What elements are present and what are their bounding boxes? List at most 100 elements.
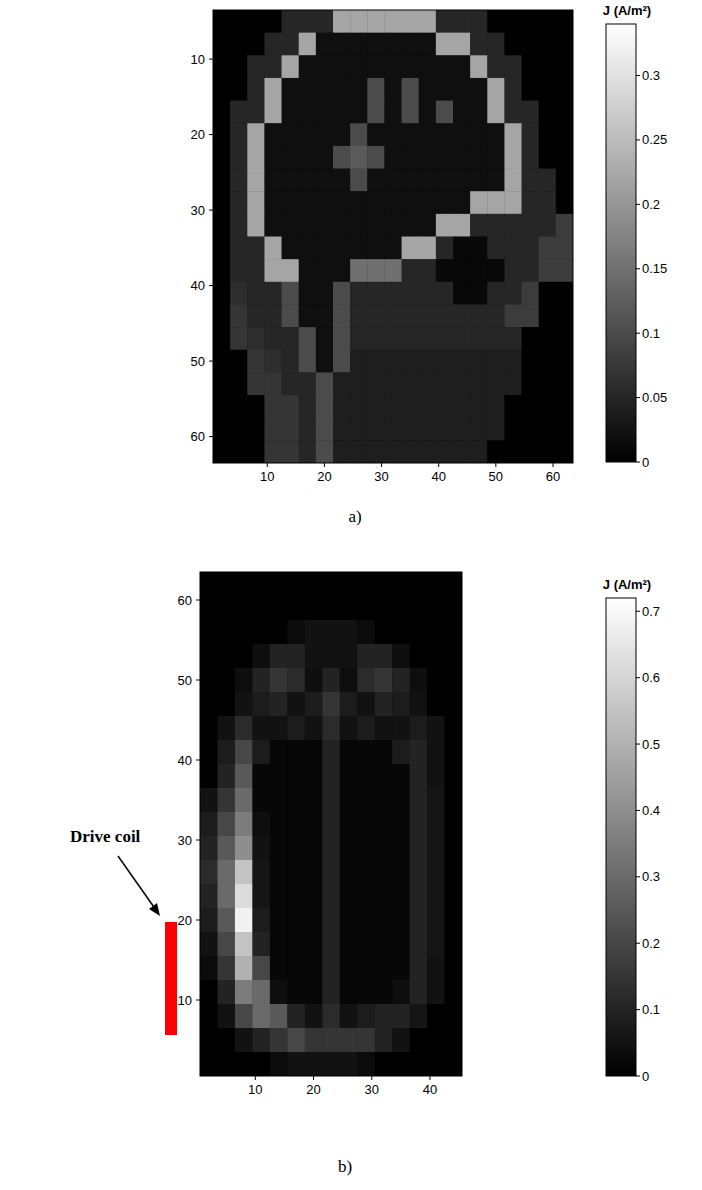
cell	[487, 169, 505, 192]
cell	[235, 596, 253, 620]
cell	[305, 1052, 323, 1076]
cell	[200, 740, 218, 764]
cell	[392, 860, 410, 884]
cell	[247, 146, 265, 169]
cell	[200, 956, 218, 980]
cell	[470, 418, 488, 441]
annotation: Drive coil	[70, 827, 141, 846]
cell	[305, 596, 323, 620]
cell	[410, 1004, 428, 1028]
cell	[200, 812, 218, 836]
cell	[556, 10, 573, 33]
cell	[316, 395, 334, 418]
cell	[556, 304, 573, 327]
cell	[217, 596, 235, 620]
cell	[287, 620, 305, 644]
cell	[487, 395, 505, 418]
cell	[230, 259, 248, 282]
cell	[410, 1052, 428, 1076]
cell	[419, 440, 437, 463]
cell	[384, 55, 402, 78]
cell	[333, 123, 351, 146]
cell	[402, 55, 420, 78]
cell	[299, 350, 317, 373]
cell	[322, 668, 340, 692]
cell	[213, 146, 231, 169]
cell	[367, 78, 385, 101]
cell	[230, 418, 248, 441]
cell	[200, 668, 218, 692]
cell	[264, 440, 282, 463]
cell	[350, 10, 368, 33]
panel: 1020304010203040506000.10.20.30.40.50.60…	[70, 572, 660, 1176]
x-tick-label: 50	[489, 469, 503, 484]
cell	[357, 836, 375, 860]
cell	[445, 692, 462, 716]
cell	[487, 214, 505, 237]
cell	[322, 908, 340, 932]
cell	[427, 740, 445, 764]
cell	[333, 304, 351, 327]
cell	[350, 418, 368, 441]
cell	[200, 788, 218, 812]
cell	[305, 1004, 323, 1028]
cell	[384, 78, 402, 101]
cell	[264, 214, 282, 237]
cell	[445, 1052, 462, 1076]
cell	[235, 1028, 253, 1052]
cell	[333, 55, 351, 78]
cell	[235, 716, 253, 740]
cell	[419, 418, 437, 441]
cell	[436, 327, 454, 350]
cell	[410, 812, 428, 836]
cell	[367, 191, 385, 214]
cell	[402, 101, 420, 124]
cell	[333, 101, 351, 124]
panel-label: b)	[338, 1157, 352, 1176]
colorbar-tick-label: 0.1	[642, 1002, 660, 1017]
cell	[270, 740, 288, 764]
cell	[316, 214, 334, 237]
cell	[539, 372, 557, 395]
cell	[252, 620, 270, 644]
cell	[322, 620, 340, 644]
cell	[235, 764, 253, 788]
cell	[287, 956, 305, 980]
cell	[200, 764, 218, 788]
cell	[375, 812, 393, 836]
cell	[453, 282, 471, 305]
cell	[453, 78, 471, 101]
cell	[213, 395, 231, 418]
cell	[419, 55, 437, 78]
cell	[539, 327, 557, 350]
cell	[235, 980, 253, 1004]
cell	[247, 169, 265, 192]
cell	[410, 764, 428, 788]
figure: 10203040506010203040506000.050.10.150.20…	[0, 0, 702, 1190]
cell	[504, 123, 522, 146]
cell	[522, 372, 540, 395]
cell	[217, 668, 235, 692]
cell	[357, 812, 375, 836]
cell	[333, 372, 351, 395]
cell	[436, 418, 454, 441]
y-tick	[196, 600, 200, 601]
cell	[270, 1052, 288, 1076]
cell	[487, 33, 505, 56]
cell	[282, 395, 300, 418]
cell	[487, 146, 505, 169]
cell	[247, 10, 265, 33]
x-tick-label: 60	[546, 469, 560, 484]
cell	[230, 78, 248, 101]
cell	[340, 932, 358, 956]
cell	[282, 237, 300, 260]
axes-frame	[213, 10, 573, 463]
cell	[419, 350, 437, 373]
cell	[282, 440, 300, 463]
cell	[504, 191, 522, 214]
cell	[213, 327, 231, 350]
cell	[299, 395, 317, 418]
cell	[384, 418, 402, 441]
cell	[282, 282, 300, 305]
cell	[247, 78, 265, 101]
